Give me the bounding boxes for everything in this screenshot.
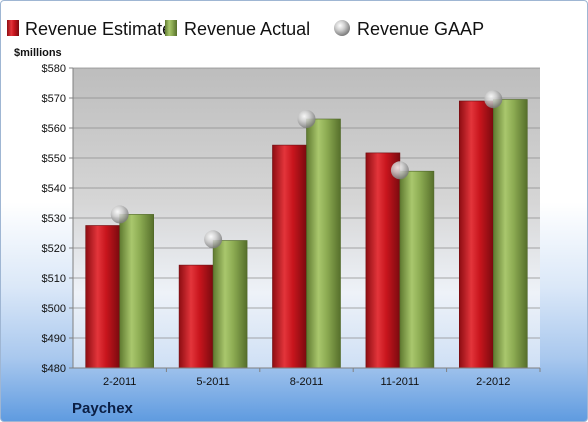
x-tick-label: 5-2011 <box>196 376 229 388</box>
y-axis-ticks: $480 $490 $500 $510 $520 $530 $540 $550 $560 $570… <box>42 63 73 375</box>
legend-swatch-revenue-actual <box>165 20 177 36</box>
bar-revenue-actual <box>399 170 435 369</box>
bar-revenue-actual <box>212 240 248 369</box>
legend-label-revenue-gaap: Revenue GAAP <box>357 19 484 39</box>
legend-swatch-revenue-estimate <box>7 20 19 36</box>
bar-revenue-actual <box>119 214 154 369</box>
x-axis-ticks: 2-2011 5-2011 8-2011 11-2011 2-2012 <box>103 368 541 388</box>
y-tick-label: $560 <box>42 123 66 135</box>
legend-label-revenue-actual: Revenue Actual <box>184 19 310 39</box>
bar-revenue-estimate <box>85 225 120 369</box>
y-tick-label: $520 <box>42 243 66 255</box>
legend-label-revenue-estimate: Revenue Estimate <box>25 19 172 39</box>
bar-revenue-actual <box>306 118 341 369</box>
bar-revenue-estimate <box>365 152 401 369</box>
y-axis-unit-label: $millions <box>14 47 62 59</box>
y-tick-label: $530 <box>42 213 66 225</box>
y-tick-label: $490 <box>42 333 66 345</box>
y-tick-label: $580 <box>42 63 66 75</box>
bar-revenue-estimate <box>178 264 214 369</box>
legend-marker-revenue-gaap <box>334 20 350 36</box>
company-label: Paychex <box>72 400 134 417</box>
y-tick-label: $540 <box>42 183 66 195</box>
y-tick-label: $550 <box>42 153 66 165</box>
y-tick-label: $570 <box>42 93 66 105</box>
bar-revenue-estimate <box>272 144 307 369</box>
marker-revenue-gaap <box>484 90 503 109</box>
legend: Revenue Estimate Revenue Actual Revenue … <box>7 19 484 39</box>
x-tick-label: 2-2012 <box>476 376 510 388</box>
marker-revenue-gaap <box>110 205 129 224</box>
y-tick-label: $510 <box>42 273 66 285</box>
x-tick-label: 11-2011 <box>381 376 420 388</box>
marker-revenue-gaap <box>390 161 409 180</box>
gaap-markers <box>110 90 503 249</box>
bar-revenue-estimate <box>458 100 494 369</box>
marker-revenue-gaap <box>204 230 223 249</box>
bars <box>85 99 528 369</box>
marker-revenue-gaap <box>297 110 316 128</box>
bar-revenue-actual <box>492 99 528 369</box>
x-tick-label: 2-2011 <box>103 376 136 388</box>
y-tick-label: $500 <box>42 303 66 315</box>
x-tick-label: 8-2011 <box>290 376 323 388</box>
plot-area: $480 $490 $500 $510 $520 $530 $540 $550 $560 $570… <box>42 63 541 388</box>
y-tick-label: $480 <box>42 363 66 375</box>
